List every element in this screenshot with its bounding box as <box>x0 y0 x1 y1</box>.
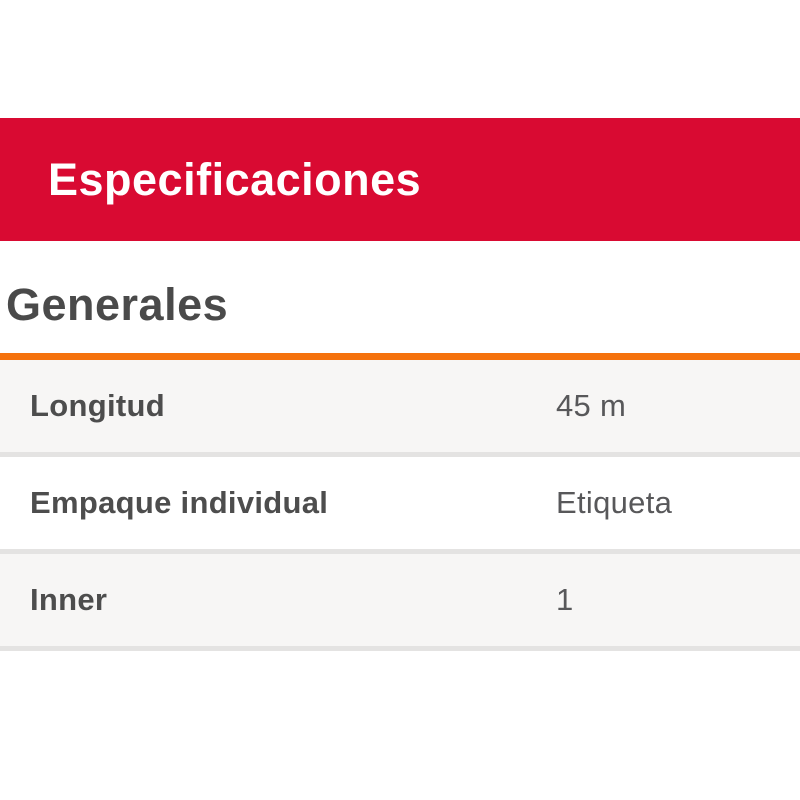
row-divider <box>0 646 800 651</box>
specifications-banner: Especificaciones <box>0 118 800 241</box>
section-underline-rule <box>0 353 800 360</box>
spec-label: Longitud <box>30 388 165 423</box>
spec-value: 45 m <box>556 388 627 423</box>
spec-value: 1 <box>556 582 574 617</box>
row-divider <box>0 549 800 554</box>
section-heading-generales: Generales <box>6 279 229 330</box>
spec-value: Etiqueta <box>556 485 673 520</box>
table-row: Inner 1 <box>0 554 800 646</box>
spec-table: Longitud 45 m Empaque individual Etiquet… <box>0 360 800 651</box>
spec-label: Empaque individual <box>30 485 329 520</box>
row-divider <box>0 452 800 457</box>
table-row: Longitud 45 m <box>0 360 800 452</box>
specifications-banner-title: Especificaciones <box>48 154 422 205</box>
spec-label: Inner <box>30 582 108 617</box>
table-row: Empaque individual Etiqueta <box>0 457 800 549</box>
